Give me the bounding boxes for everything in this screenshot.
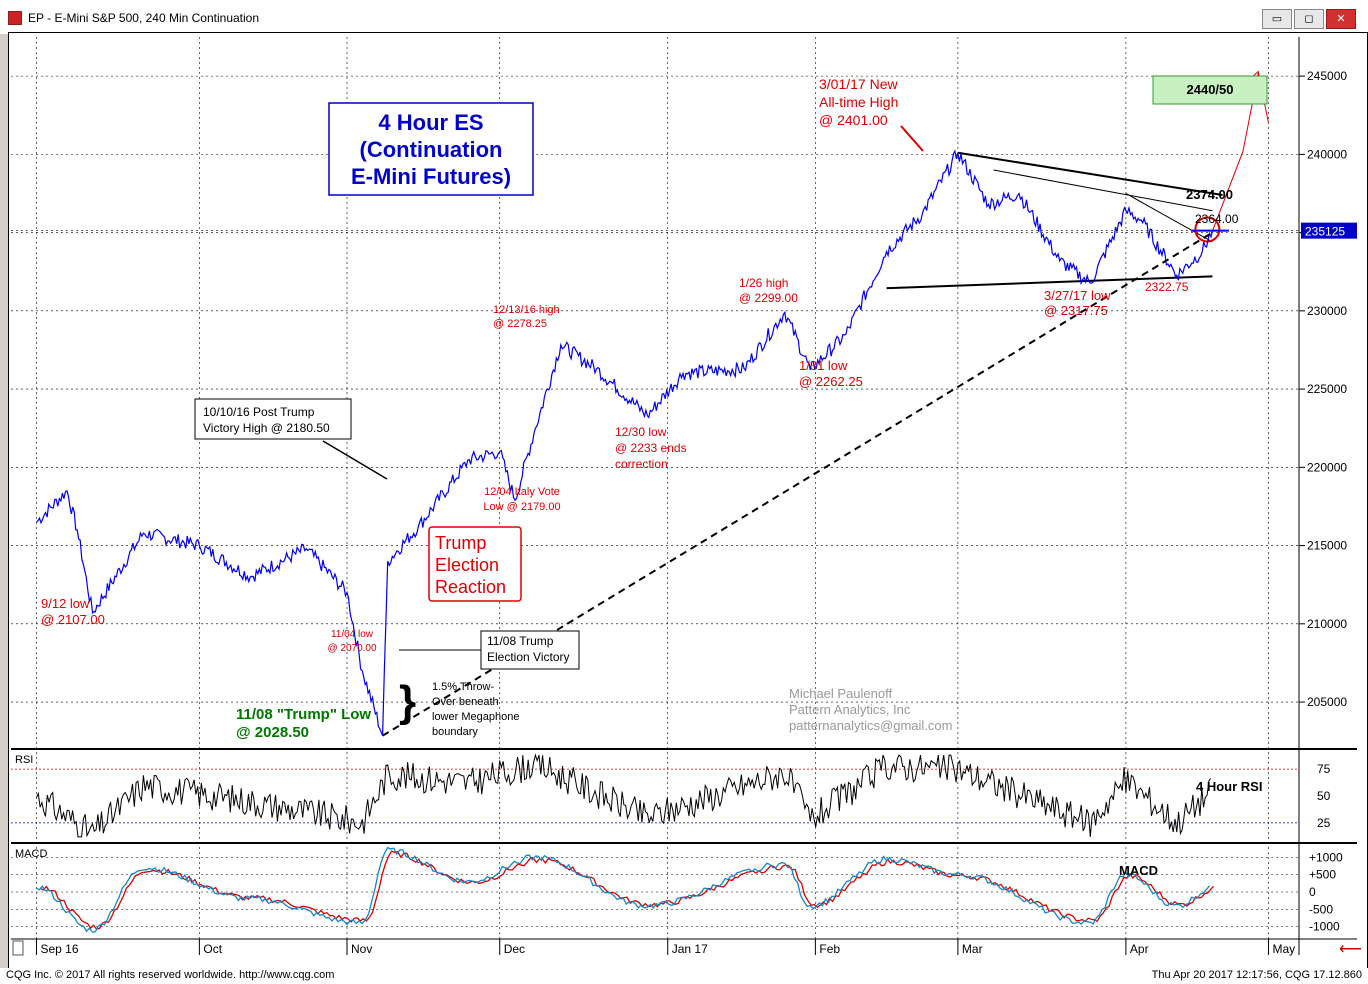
target-label: 2440/50 [1187, 82, 1234, 97]
macd-panel-label: MACD [15, 848, 47, 860]
y-tick-label: 215000 [1307, 539, 1347, 553]
chart-svg: 2050002100002150002200002250002300002350… [11, 37, 1362, 958]
window-title: EP - E-Mini S&P 500, 240 Min Continuatio… [28, 11, 260, 25]
maximize-button[interactable]: ◻ [1294, 9, 1324, 29]
status-bar: CQG Inc. © 2017 All rights reserved worl… [0, 968, 1368, 984]
price-series [36, 149, 1214, 736]
macd-signal-line [40, 850, 1214, 930]
grid [11, 37, 1299, 939]
macd-tick-label: -1000 [1309, 920, 1340, 934]
victory-box [480, 630, 580, 670]
wedge-upper-line [1125, 193, 1213, 243]
copyright-text: CQG Inc. © 2017 All rights reserved worl… [6, 969, 335, 981]
x-tick-label: Sep 16 [40, 942, 78, 956]
level-2322-label: 2322.75 [1145, 280, 1189, 294]
y-tick-label: 225000 [1307, 382, 1347, 396]
y-tick-label: 240000 [1307, 147, 1347, 161]
timestamp-text: Thu Apr 20 2017 12:17:56, CQG 17.12.860 [1151, 969, 1362, 981]
last-price-label: 235125 [1305, 225, 1345, 239]
resistance-line [957, 151, 1223, 197]
resistance-line-2 [993, 169, 1213, 212]
level-2374-label: 2374.00 [1186, 187, 1233, 202]
ath-arrow [900, 125, 924, 152]
macd-series-label: MACD [1119, 863, 1158, 878]
price-line [36, 149, 1214, 736]
close-button[interactable]: ✕ [1326, 9, 1356, 29]
y-tick-label: 245000 [1307, 69, 1347, 83]
rsi-panel-label: RSI [15, 754, 33, 766]
x-tick-label: Feb [819, 942, 840, 956]
macd-tick-label: +500 [1309, 868, 1336, 882]
target-arrowhead [1252, 70, 1269, 124]
low-0912-label: 9/12 low @ 2107.00 [41, 596, 105, 627]
macd-tick-label: +1000 [1309, 850, 1343, 864]
annotations: 4 Hour ES (Continuation E-Mini Futures) 3/0… [41, 75, 1268, 741]
price-panel [11, 37, 1299, 749]
level-2364-label: 2364.00 [1195, 212, 1239, 226]
title-bar: EP - E-Mini S&P 500, 240 Min Continuatio… [0, 0, 1368, 34]
post-trump-box [194, 398, 352, 440]
y-tick-label: 220000 [1307, 460, 1347, 474]
y-tick-label: 210000 [1307, 617, 1347, 631]
title-box [328, 102, 534, 196]
watermark: Michael Paulenoff Pattern Analytics, Inc p… [789, 686, 952, 733]
x-tick-label: Jan 17 [672, 942, 708, 956]
x-tick-label: Nov [351, 942, 372, 956]
post-trump-label: 10/10/16 Post Trump Victory High @ 2180.5… [203, 405, 330, 435]
x-tick-label: Mar [962, 942, 983, 956]
macd-panel: MACD +1000 +500 0 -500 -1000 MACD [11, 846, 1343, 934]
x-tick-label: Dec [504, 942, 525, 956]
italy-vote-label: 12/04 Italy Vote Low @ 2179.00 [483, 486, 560, 513]
rsi-panel: RSI 25 50 75 4 Hour RSI [11, 753, 1331, 838]
low-0131-label: 1/31 low @ 2262.25 [799, 358, 863, 389]
macd-tick-label: -500 [1309, 902, 1333, 916]
macd-tick-label: 0 [1309, 885, 1316, 899]
minimize-button[interactable]: ▭ [1262, 9, 1292, 29]
scroll-arrow-icon[interactable]: ⟵ [1339, 941, 1362, 958]
y-tick-label: 230000 [1307, 304, 1347, 318]
low-1104-label: 11/04 low @ 2070.00 [327, 629, 377, 654]
scroll-handle[interactable] [12, 940, 24, 956]
title-box-text: 4 Hour ES (Continuation E-Mini Futures) [351, 110, 511, 189]
macd-line [36, 846, 1210, 933]
support-line [886, 275, 1213, 290]
low-1230-label: 12/30 low @ 2233 ends correction [615, 425, 687, 471]
rsi-line [36, 753, 1212, 838]
victory-label: 11/08 Trump Election Victory [487, 634, 569, 664]
post-trump-arrow [322, 440, 388, 480]
rsi-tick-label: 25 [1317, 816, 1331, 830]
x-tick-label: May [1272, 942, 1295, 956]
y-axis: 2050002100002150002200002250002300002350… [1299, 69, 1357, 709]
x-tick-label: Oct [203, 942, 222, 956]
high-0126-label: 1/26 high @ 2299.00 [739, 276, 798, 305]
x-axis: Sep 16 Oct Nov Dec Jan 17 Feb Mar Apr May [35, 939, 1295, 956]
trump-reaction-label: Trump Election Reaction [435, 533, 506, 597]
trump-reaction-box [428, 526, 522, 602]
rsi-tick-label: 75 [1317, 762, 1331, 776]
app-icon [8, 11, 22, 25]
low-0327-label: 3/27/17 low @ 2317.75 [1044, 288, 1111, 318]
ath-label: 3/01/17 New All-time High @ 2401.00 [819, 76, 898, 128]
brace-icon: } [399, 677, 416, 726]
throwover-label: 1.5% Throw-Over beneath lower Megaphone bo… [432, 681, 519, 738]
x-tick-label: Apr [1130, 942, 1149, 956]
rsi-tick-label: 50 [1317, 789, 1331, 803]
high-1213-label: 12/13/16 high @ 2278.25 [493, 304, 560, 330]
target-box [1152, 75, 1268, 105]
chart-area[interactable]: 2050002100002150002200002250002300002350… [8, 32, 1368, 970]
trump-low-label: 11/08 "Trump" Low @ 2028.50 [236, 706, 371, 741]
y-tick-label: 205000 [1307, 695, 1347, 709]
rsi-series-label: 4 Hour RSI [1196, 779, 1262, 794]
last-price-badge [1301, 222, 1357, 239]
